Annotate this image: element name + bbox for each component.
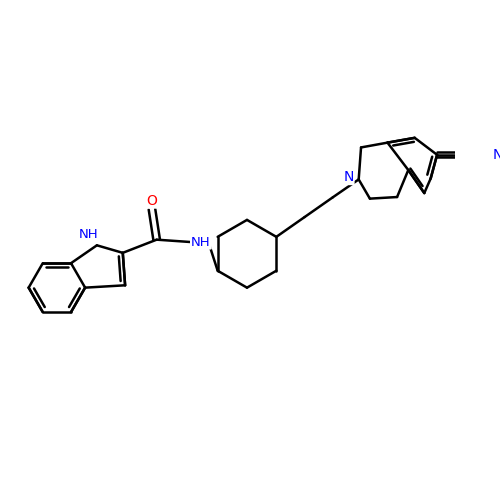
Text: NH: NH — [78, 228, 98, 241]
Text: O: O — [146, 194, 158, 207]
Text: NH: NH — [191, 236, 210, 248]
Text: N: N — [493, 148, 500, 162]
Text: N: N — [343, 170, 353, 184]
